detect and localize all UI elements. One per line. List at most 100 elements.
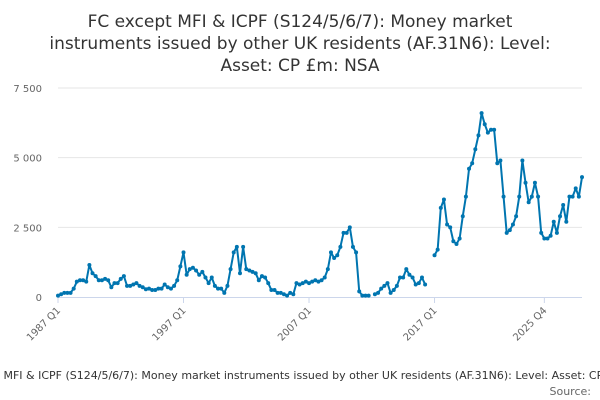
data-point[interactable]	[501, 194, 506, 199]
data-point[interactable]	[325, 267, 330, 272]
data-point[interactable]	[106, 278, 111, 283]
data-point[interactable]	[71, 286, 76, 291]
data-point[interactable]	[435, 247, 440, 252]
data-point[interactable]	[228, 267, 233, 272]
data-point[interactable]	[545, 236, 550, 241]
data-point[interactable]	[137, 283, 142, 288]
data-point[interactable]	[93, 274, 98, 279]
data-point[interactable]	[303, 279, 308, 284]
data-point[interactable]	[448, 225, 453, 230]
data-point[interactable]	[457, 236, 462, 241]
data-point[interactable]	[115, 281, 120, 286]
data-point[interactable]	[291, 292, 296, 297]
data-point[interactable]	[316, 279, 321, 284]
data-point[interactable]	[84, 279, 89, 284]
data-point[interactable]	[263, 275, 268, 280]
data-point[interactable]	[554, 230, 559, 235]
data-point[interactable]	[297, 282, 302, 287]
data-point[interactable]	[347, 225, 352, 230]
data-point[interactable]	[510, 222, 515, 227]
data-point[interactable]	[460, 214, 465, 219]
data-point[interactable]	[131, 282, 136, 287]
data-point[interactable]	[498, 158, 503, 163]
data-point[interactable]	[576, 194, 581, 199]
data-point[interactable]	[200, 269, 205, 274]
data-point[interactable]	[125, 283, 130, 288]
data-point[interactable]	[520, 158, 525, 163]
data-point[interactable]	[492, 127, 497, 132]
data-point[interactable]	[103, 276, 108, 281]
data-point[interactable]	[470, 161, 475, 166]
data-point[interactable]	[140, 285, 145, 290]
data-point[interactable]	[382, 283, 387, 288]
data-point[interactable]	[294, 281, 299, 286]
data-point[interactable]	[250, 269, 255, 274]
data-point[interactable]	[90, 271, 95, 276]
data-point[interactable]	[165, 285, 170, 290]
data-point[interactable]	[441, 197, 446, 202]
data-point[interactable]	[385, 281, 390, 286]
data-point[interactable]	[485, 130, 490, 135]
data-point[interactable]	[332, 255, 337, 260]
data-point[interactable]	[181, 250, 186, 255]
data-point[interactable]	[360, 293, 365, 298]
data-point[interactable]	[146, 286, 151, 291]
data-point[interactable]	[416, 281, 421, 286]
data-point[interactable]	[473, 147, 478, 152]
data-point[interactable]	[407, 272, 412, 277]
data-point[interactable]	[175, 278, 180, 283]
data-point[interactable]	[203, 275, 208, 280]
data-point[interactable]	[476, 133, 481, 138]
data-point[interactable]	[539, 230, 544, 235]
data-point[interactable]	[313, 278, 318, 283]
data-point[interactable]	[65, 290, 70, 295]
data-point[interactable]	[241, 244, 246, 249]
data-point[interactable]	[391, 288, 396, 293]
data-point[interactable]	[398, 275, 403, 280]
data-point[interactable]	[278, 290, 283, 295]
data-point[interactable]	[551, 219, 556, 224]
data-point[interactable]	[567, 194, 572, 199]
data-point[interactable]	[542, 236, 547, 241]
data-point[interactable]	[178, 264, 183, 269]
data-point[interactable]	[234, 244, 239, 249]
data-point[interactable]	[216, 286, 221, 291]
data-point[interactable]	[253, 271, 258, 276]
data-point[interactable]	[341, 230, 346, 235]
data-point[interactable]	[153, 288, 158, 293]
data-point[interactable]	[68, 290, 73, 295]
data-point[interactable]	[523, 180, 528, 185]
data-point[interactable]	[244, 267, 249, 272]
data-point[interactable]	[172, 283, 177, 288]
data-point[interactable]	[112, 281, 117, 286]
data-point[interactable]	[489, 127, 494, 132]
data-point[interactable]	[379, 286, 384, 291]
data-point[interactable]	[121, 274, 126, 279]
data-point[interactable]	[128, 283, 133, 288]
data-point[interactable]	[300, 281, 305, 286]
data-point[interactable]	[162, 282, 167, 287]
data-point[interactable]	[423, 282, 428, 287]
data-point[interactable]	[419, 275, 424, 280]
data-point[interactable]	[432, 253, 437, 258]
data-point[interactable]	[354, 250, 359, 255]
data-point[interactable]	[310, 279, 315, 284]
data-point[interactable]	[507, 228, 512, 233]
data-point[interactable]	[62, 290, 67, 295]
data-point[interactable]	[247, 268, 252, 273]
data-point[interactable]	[394, 283, 399, 288]
data-point[interactable]	[222, 290, 227, 295]
data-point[interactable]	[388, 290, 393, 295]
data-point[interactable]	[350, 244, 355, 249]
data-point[interactable]	[536, 194, 541, 199]
data-point[interactable]	[558, 214, 563, 219]
data-point[interactable]	[206, 281, 211, 286]
data-point[interactable]	[532, 180, 537, 185]
data-point[interactable]	[514, 214, 519, 219]
data-point[interactable]	[168, 286, 173, 291]
data-point[interactable]	[526, 200, 531, 205]
data-point[interactable]	[150, 288, 155, 293]
data-point[interactable]	[194, 268, 199, 273]
data-point[interactable]	[548, 233, 553, 238]
data-point[interactable]	[344, 230, 349, 235]
